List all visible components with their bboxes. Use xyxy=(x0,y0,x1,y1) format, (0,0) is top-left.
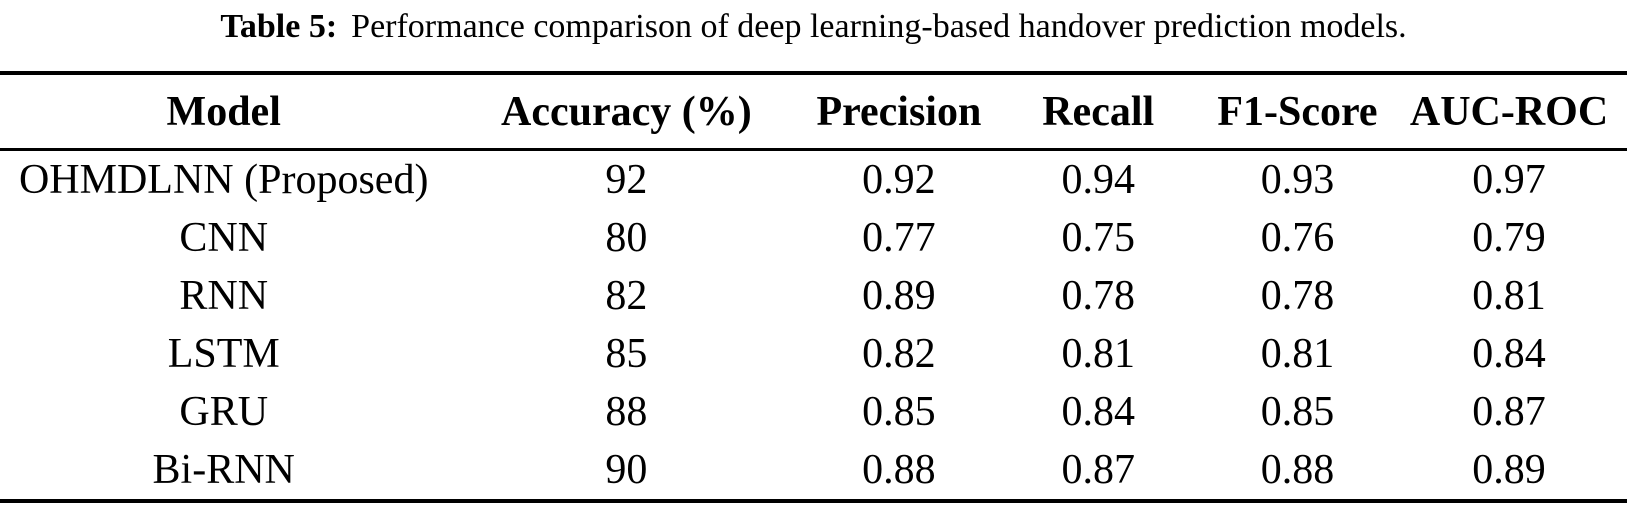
cell-model: RNN xyxy=(179,273,269,319)
cell-auc-roc: 0.89 xyxy=(1472,447,1546,493)
cell-auc-roc: 0.87 xyxy=(1472,389,1546,435)
cell-recall: 0.81 xyxy=(1061,331,1135,377)
cell-auc-roc: 0.97 xyxy=(1472,157,1546,203)
table-caption: Table 5: Performance comparison of deep l… xyxy=(0,0,1627,47)
cell-recall: 0.94 xyxy=(1061,157,1135,203)
cell-f1-score: 0.88 xyxy=(1260,447,1335,493)
column-header-accuracy: Accuracy (%) xyxy=(501,88,752,135)
cell-accuracy: 80 xyxy=(605,215,648,261)
cell-precision: 0.92 xyxy=(862,157,936,203)
column-header-recall: Recall xyxy=(1042,88,1155,135)
performance-table: Model Accuracy (%) Precision Recall F1-S… xyxy=(0,71,1627,503)
cell-precision: 0.88 xyxy=(862,447,936,493)
cell-auc-roc: 0.81 xyxy=(1472,273,1546,319)
table-row: CNN 80 0.77 0.75 0.76 0.79 xyxy=(0,209,1627,267)
column-header-f1-score: F1-Score xyxy=(1217,88,1378,135)
cell-f1-score: 0.85 xyxy=(1260,389,1335,435)
cell-precision: 0.82 xyxy=(862,331,936,377)
cell-accuracy: 82 xyxy=(605,273,648,319)
cell-precision: 0.89 xyxy=(862,273,936,319)
cell-recall: 0.87 xyxy=(1061,447,1135,493)
cell-model: Bi-RNN xyxy=(152,447,295,493)
cell-accuracy: 85 xyxy=(605,331,648,377)
table-row: GRU 88 0.85 0.84 0.85 0.87 xyxy=(0,383,1627,441)
table-row: OHMDLNN (Proposed) 92 0.92 0.94 0.93 0.9… xyxy=(0,150,1627,210)
cell-f1-score: 0.81 xyxy=(1260,331,1335,377)
cell-recall: 0.75 xyxy=(1061,215,1135,261)
cell-model: CNN xyxy=(179,215,269,261)
cell-f1-score: 0.93 xyxy=(1260,157,1335,203)
cell-model: LSTM xyxy=(167,331,280,377)
cell-f1-score: 0.78 xyxy=(1260,273,1335,319)
cell-recall: 0.78 xyxy=(1061,273,1135,319)
cell-auc-roc: 0.84 xyxy=(1472,331,1546,377)
cell-precision: 0.85 xyxy=(862,389,936,435)
cell-accuracy: 90 xyxy=(605,447,648,493)
cell-auc-roc: 0.79 xyxy=(1472,215,1546,261)
cell-accuracy: 92 xyxy=(605,157,648,203)
table-row: LSTM 85 0.82 0.81 0.81 0.84 xyxy=(0,325,1627,383)
cell-precision: 0.77 xyxy=(862,215,936,261)
table-body: OHMDLNN (Proposed) 92 0.92 0.94 0.93 0.9… xyxy=(0,150,1627,502)
cell-model: OHMDLNN (Proposed) xyxy=(18,157,429,203)
table-caption-label: Table 5: xyxy=(220,8,338,45)
cell-recall: 0.84 xyxy=(1061,389,1135,435)
table-header-row: Model Accuracy (%) Precision Recall F1-S… xyxy=(0,73,1627,150)
table-header: Model Accuracy (%) Precision Recall F1-S… xyxy=(0,73,1627,150)
column-header-auc-roc: AUC-ROC xyxy=(1409,88,1609,135)
table-row: Bi-RNN 90 0.88 0.87 0.88 0.89 xyxy=(0,441,1627,501)
column-header-precision: Precision xyxy=(816,88,982,135)
cell-model: GRU xyxy=(179,389,269,435)
cell-f1-score: 0.76 xyxy=(1260,215,1335,261)
column-header-model: Model xyxy=(166,88,281,135)
cell-accuracy: 88 xyxy=(605,389,648,435)
table-caption-text: Performance comparison of deep learning-… xyxy=(351,8,1407,45)
table-row: RNN 82 0.89 0.78 0.78 0.81 xyxy=(0,267,1627,325)
